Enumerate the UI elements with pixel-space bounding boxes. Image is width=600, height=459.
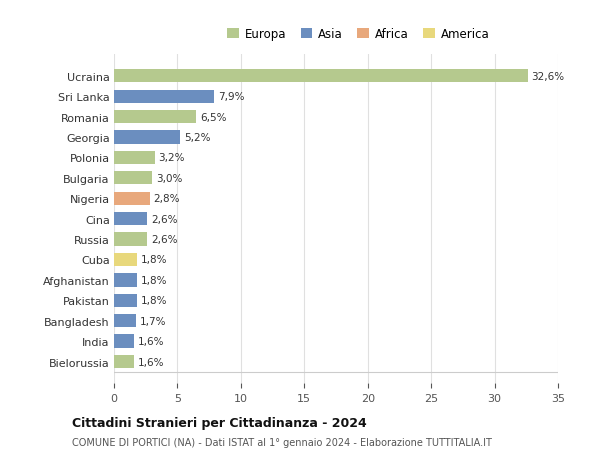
Text: 7,9%: 7,9% (218, 92, 245, 102)
Legend: Europa, Asia, Africa, America: Europa, Asia, Africa, America (227, 28, 489, 41)
Text: COMUNE DI PORTICI (NA) - Dati ISTAT al 1° gennaio 2024 - Elaborazione TUTTITALIA: COMUNE DI PORTICI (NA) - Dati ISTAT al 1… (72, 437, 492, 447)
Text: 6,5%: 6,5% (200, 112, 227, 123)
Bar (114, 213, 147, 226)
Text: 5,2%: 5,2% (184, 133, 210, 143)
Text: 2,8%: 2,8% (154, 194, 180, 204)
Text: 1,6%: 1,6% (138, 336, 164, 347)
Text: 2,6%: 2,6% (151, 214, 177, 224)
Text: 2,6%: 2,6% (151, 235, 177, 245)
Text: 3,2%: 3,2% (158, 153, 185, 163)
Text: 32,6%: 32,6% (532, 72, 565, 82)
Bar (114, 335, 134, 348)
Text: Cittadini Stranieri per Cittadinanza - 2024: Cittadini Stranieri per Cittadinanza - 2… (72, 416, 367, 429)
Text: 3,0%: 3,0% (156, 174, 182, 184)
Bar (114, 274, 137, 287)
Text: 1,8%: 1,8% (140, 296, 167, 306)
Bar (114, 294, 137, 307)
Text: 1,7%: 1,7% (139, 316, 166, 326)
Bar (114, 111, 196, 124)
Bar (114, 355, 134, 368)
Bar (114, 131, 180, 144)
Bar (114, 151, 155, 165)
Bar (114, 233, 147, 246)
Text: 1,6%: 1,6% (138, 357, 164, 367)
Text: 1,8%: 1,8% (140, 255, 167, 265)
Bar (114, 314, 136, 328)
Bar (114, 90, 214, 104)
Bar (114, 172, 152, 185)
Bar (114, 70, 527, 83)
Bar (114, 192, 149, 206)
Bar (114, 253, 137, 267)
Text: 1,8%: 1,8% (140, 275, 167, 285)
